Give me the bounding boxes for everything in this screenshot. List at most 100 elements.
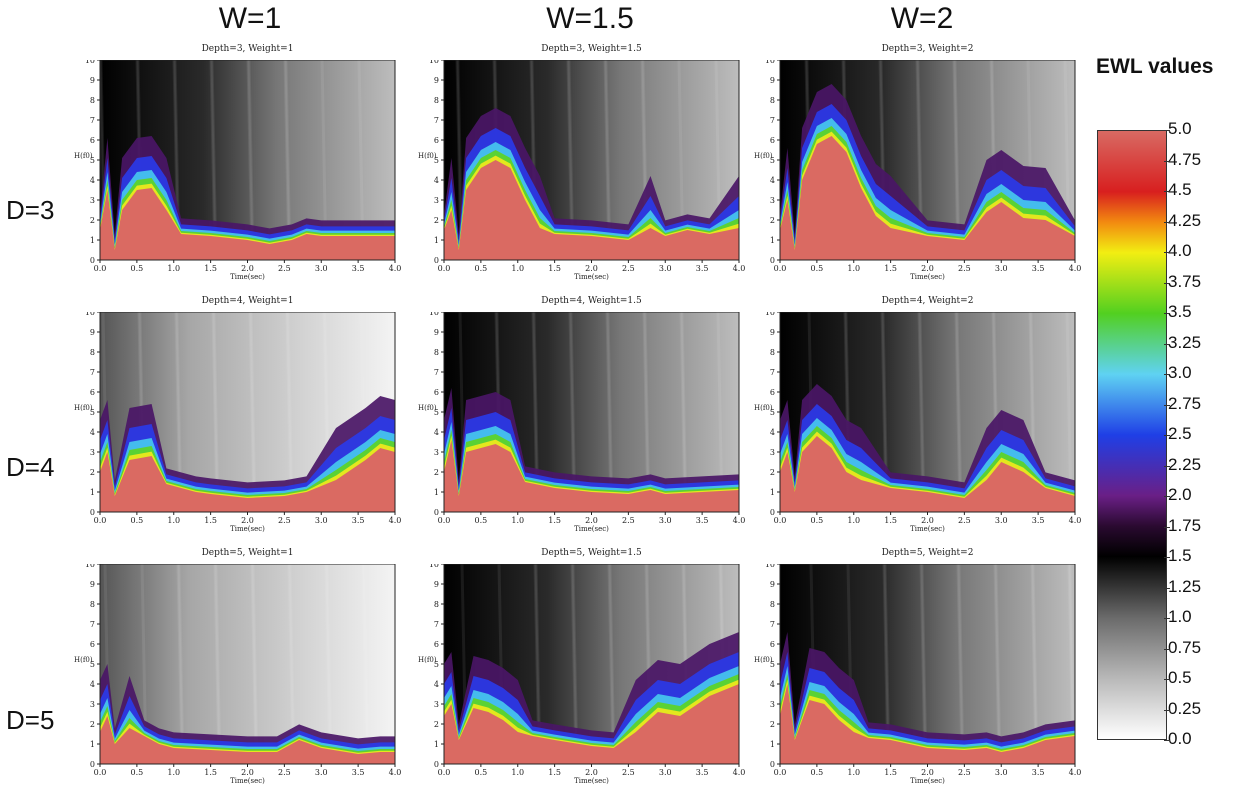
x-tick-label: 3.0 [315,768,328,777]
heatmap-region-red [444,684,739,764]
x-tick-label: 1.0 [167,264,180,273]
x-tick-label: 3.0 [995,768,1008,777]
y-tick-label: 7 [90,116,95,125]
colorbar-tick-mark [1164,435,1170,436]
y-axis-label: H(f0) [418,656,437,664]
x-tick-label: 2.0 [585,516,598,525]
x-tick-label: 1.5 [204,264,217,273]
x-tick-label: 4.0 [733,768,746,777]
panel-title: Depth=4, Weight=2 [881,296,974,306]
panel-title: Depth=3, Weight=1 [201,44,294,54]
x-tick-label: 1.5 [548,264,561,273]
y-tick-label: 0 [434,256,439,265]
column-header-1: W=1 [218,2,282,35]
x-tick-label: 4.0 [389,516,402,525]
y-tick-label: 9 [90,76,95,85]
heatmap-streak [954,312,962,512]
x-tick-label: 0.5 [131,516,144,525]
y-tick-label: 0 [434,508,439,517]
colorbar-tick-mark [1164,679,1170,680]
colorbar-tick-mark [1164,282,1170,284]
x-tick-label: 1.5 [884,768,897,777]
y-tick-label: 4 [770,680,775,689]
x-tick-label: 4.0 [733,516,746,525]
y-tick-label: 0 [90,760,95,769]
x-axis-label: Time(sec) [574,777,609,785]
y-tick-label: 5 [770,408,775,417]
heatmap-streak [212,312,220,512]
x-tick-label: 0.5 [475,768,488,777]
x-tick-label: 0.0 [774,516,787,525]
x-tick-label: 2.0 [921,768,934,777]
x-tick-label: 0.0 [774,264,787,273]
y-tick-label: 6 [434,640,439,649]
y-tick-label: 7 [90,368,95,377]
x-axis-label: Time(sec) [230,777,265,785]
y-tick-label: 4 [90,176,95,185]
x-tick-label: 0.0 [94,516,107,525]
x-axis-label: Time(sec) [230,525,265,533]
y-tick-label: 6 [770,136,775,145]
heatmap-panel: 0 1 2 3 4 5 6 7 8 9 10 0.0 0.5 1.0 1.5 2.0 2.5 3.0 3.5 4.0 T… [74,60,401,281]
colorbar-tick-label: 3.75 [1168,271,1202,291]
heatmap-streak [285,312,293,512]
y-tick-label: 7 [770,368,775,377]
colorbar-tick-label: 1.0 [1168,607,1192,626]
y-tick-label: 7 [434,620,439,629]
x-tick-label: 3.5 [1032,516,1045,525]
x-tick-label: 1.5 [548,516,561,525]
x-tick-label: 3.5 [1032,768,1045,777]
x-axis-label: Time(sec) [230,273,265,281]
x-tick-label: 4.0 [389,768,402,777]
y-tick-label: 1 [90,488,95,497]
panel-title: Depth=4, Weight=1 [201,296,294,306]
colorbar-tick-label: 3.0 [1168,363,1192,382]
y-tick-label: 10 [765,564,775,569]
colorbar-tick-mark [1164,374,1170,375]
y-tick-label: 10 [85,312,95,317]
colorbar-tick-mark [1164,130,1170,131]
heatmap-streak [251,564,259,764]
colorbar-tick-mark [1164,496,1170,497]
panel-title: Depth=5, Weight=1.5 [541,548,642,558]
heatmap-streak [211,312,219,512]
heatmap-streak [957,564,965,764]
y-tick-label: 7 [770,116,775,125]
x-tick-label: 1.0 [511,768,524,777]
y-tick-label: 4 [770,428,775,437]
x-tick-label: 0.0 [774,768,787,777]
y-tick-label: 10 [765,312,775,317]
x-tick-label: 0.5 [811,516,824,525]
x-tick-label: 3.0 [659,516,672,525]
x-tick-label: 0.5 [131,768,144,777]
row-label-3: D=5 [6,705,55,735]
heatmap-panel: 0 1 2 3 4 5 6 7 8 9 10 0.0 0.5 1.0 1.5 2.0 2.5 3.0 3.5 4.0 T… [754,564,1081,785]
row-label-2: D=4 [6,452,55,482]
y-tick-label: 4 [434,680,439,689]
x-tick-label: 0.0 [438,768,451,777]
colorbar-tick-mark [1164,709,1170,711]
y-tick-label: 5 [434,660,439,669]
x-tick-label: 3.5 [696,516,709,525]
colorbar-tick-label: 2.75 [1168,393,1202,413]
x-tick-label: 2.0 [921,264,934,273]
y-tick-label: 7 [434,368,439,377]
y-axis-label: H(f0) [74,152,93,160]
y-tick-label: 8 [434,600,439,609]
y-tick-label: 9 [434,76,439,85]
x-tick-label: 3.5 [1032,264,1045,273]
column-header-2: W=1.5 [546,2,634,35]
y-tick-label: 7 [90,620,95,629]
y-tick-label: 5 [434,408,439,417]
colorbar-tick-mark [1164,648,1170,650]
x-tick-label: 1.0 [511,516,524,525]
heatmap-streak [324,564,332,764]
y-tick-label: 8 [770,348,775,357]
y-tick-label: 1 [434,236,439,245]
y-tick-label: 0 [770,760,775,769]
x-tick-label: 2.5 [958,516,971,525]
colorbar [1097,130,1167,740]
heatmap-streak [176,564,184,764]
x-tick-label: 3.0 [315,516,328,525]
heatmap-streak [325,564,333,764]
